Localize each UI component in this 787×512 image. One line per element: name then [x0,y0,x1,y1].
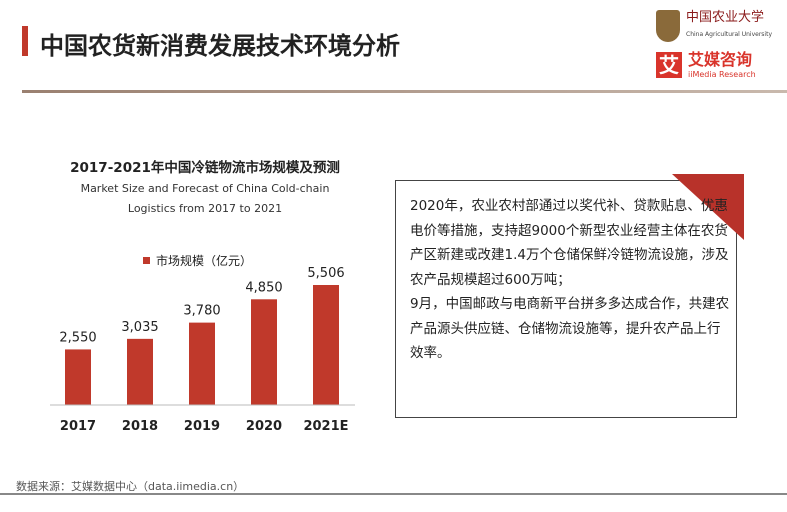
info-text: 2020年，农业农村部通过以奖代补、贷款贴息、优惠电价等措施，支持超9000个新… [410,194,730,366]
data-label: 5,506 [307,266,344,281]
info-box [395,180,737,418]
bar-2021E [313,285,339,405]
data-source: 数据来源：艾媒数据中心（data.iimedia.cn） [16,480,245,493]
chart-title: 2017-2021年中国冷链物流市场规模及预测 [70,160,340,176]
page-title: 中国农货新消费发展技术环境分析 [40,32,400,60]
x-tick-label: 2020 [246,419,282,434]
data-label: 3,780 [183,304,220,319]
info-paragraph: 2020年，农业农村部通过以奖代补、贷款贴息、优惠电价等措施，支持超9000个新… [410,198,729,288]
info-paragraph: 9月，中国邮政与电商新平台拼多多达成合作，共建农产品源头供应链、仓储物流设施等，… [410,296,730,361]
bar-2017 [65,349,91,405]
chart-subtitle: Market Size and Forecast of China Cold-c… [80,182,330,195]
data-label: 3,035 [121,320,158,335]
iimedia-logo: 艾 艾媒咨询 iiMedia Research [652,50,787,82]
footer-divider [0,493,787,495]
header-divider [22,90,787,93]
legend-swatch [143,257,150,264]
legend-label: 市场规模（亿元） [156,254,253,268]
data-label: 4,850 [245,280,282,295]
university-name-en: China Agricultural University [686,31,773,38]
bar-2018 [127,338,153,405]
x-tick-label: 2019 [184,419,220,434]
bar-2020 [251,299,277,405]
brand-name-en: iiMedia Research [688,70,756,79]
x-tick-label: 2017 [60,419,96,434]
university-name-cn: 中国农业大学 [686,10,765,25]
x-tick-label: 2018 [122,419,158,434]
data-label: 2,550 [59,330,96,345]
bar-chart: 2,550 2017 3,035 2018 3,780 2019 4,850 2020 5,50… [50,266,355,434]
bar-2019 [189,322,215,405]
x-tick-label: 2021E [303,419,348,434]
brand-name-cn: 艾媒咨询 [688,50,753,69]
title-accent-bar [22,26,28,56]
university-logo: 中国农业大学 China Agricultural University [652,10,787,46]
corner-triangle [672,174,744,240]
chart-subtitle-2: Logistics from 2017 to 2021 [127,202,283,215]
chart-legend: 市场规模（亿元） [143,252,252,269]
